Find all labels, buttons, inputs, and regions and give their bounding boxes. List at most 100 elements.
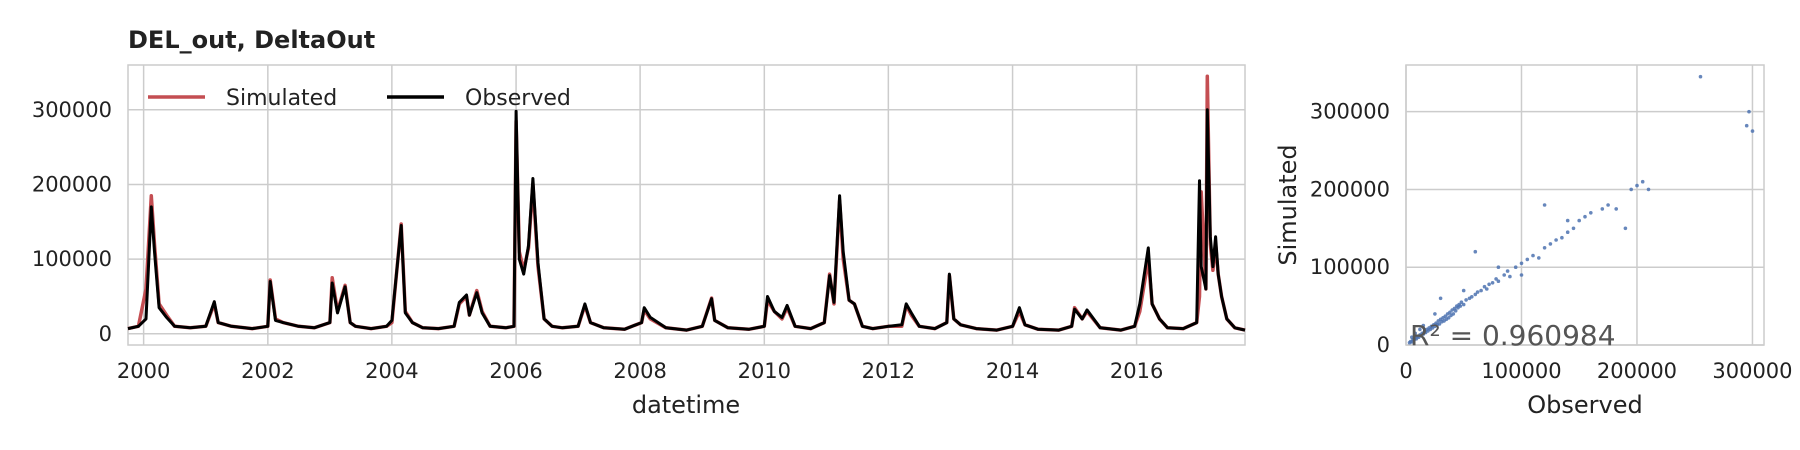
scatter-point [1571, 226, 1576, 231]
scatter-point [1490, 281, 1495, 285]
scatter-point [1461, 302, 1466, 307]
scatter-x-tick-label: 0 [1399, 359, 1412, 383]
scatter-y-tick-label: 0 [1377, 333, 1390, 357]
scatter-point [1475, 290, 1480, 294]
scatter-point [1459, 300, 1464, 305]
scatter-point [1606, 203, 1610, 207]
scatter-point [1519, 273, 1524, 277]
scatter-point [1458, 304, 1463, 308]
scatter-point [1525, 257, 1530, 262]
scatter-point [1496, 265, 1501, 270]
scatter-points [1407, 74, 1755, 345]
scatter-point [1418, 327, 1422, 332]
scatter-x-tick-label: 300000 [1712, 359, 1792, 383]
scatter-point [1433, 312, 1437, 316]
scatter-y-label: Simulated [1274, 144, 1302, 265]
scatter-point [1446, 316, 1451, 320]
scatter-point [1583, 214, 1587, 219]
scatter-point [1629, 187, 1633, 192]
timeseries-x-tick-label: 2000 [117, 359, 170, 383]
timeseries-x-label: datetime [632, 391, 740, 419]
scatter-point [1623, 226, 1628, 231]
scatter-y-tick-label: 200000 [1310, 177, 1390, 201]
scatter-point [1487, 282, 1491, 287]
scatter-point [1513, 265, 1518, 270]
scatter-point [1448, 310, 1452, 315]
scatter-point [1413, 331, 1417, 336]
scatter-point [1461, 288, 1466, 293]
scatter-point [1747, 109, 1751, 114]
scatter-point [1698, 74, 1703, 79]
scatter-point [1438, 296, 1443, 301]
scatter-point [1554, 238, 1558, 242]
timeseries-y-tick-label: 0 [99, 322, 112, 346]
scatter-point [1537, 256, 1541, 260]
timeseries-y-tick-label: 300000 [32, 98, 112, 122]
timeseries-x-tick-label: 2004 [365, 359, 418, 383]
scatter-point [1589, 211, 1593, 215]
scatter-point [1635, 183, 1639, 188]
scatter-point [1548, 242, 1553, 246]
timeseries-chart: DEL_out, DeltaOut 2000 2002 2004 2006 2008 20… [32, 26, 1246, 419]
scatter-point [1565, 230, 1570, 234]
scatter-point [1646, 187, 1651, 192]
scatter-point [1744, 123, 1749, 128]
scatter-point [1502, 273, 1506, 277]
scatter-point [1443, 314, 1448, 319]
scatter-x-label: Observed [1527, 391, 1642, 419]
timeseries-y-ticks: 0 100000 200000 300000 [32, 98, 112, 346]
chart-title: DEL_out, DeltaOut [128, 26, 375, 54]
scatter-point [1496, 279, 1501, 284]
timeseries-y-tick-label: 100000 [32, 247, 112, 271]
timeseries-grid [128, 65, 1245, 345]
timeseries-x-tick-label: 2008 [613, 359, 666, 383]
scatter-point [1470, 295, 1474, 299]
scatter-point [1421, 323, 1426, 328]
scatter-point [1542, 203, 1547, 207]
timeseries-x-tick-label: 2002 [241, 359, 294, 383]
scatter-point [1451, 312, 1456, 316]
scatter-point [1508, 274, 1512, 279]
scatter-point [1519, 261, 1524, 266]
scatter-point [1531, 253, 1535, 258]
legend-label-observed: Observed [465, 86, 571, 111]
scatter-x-tick-label: 200000 [1597, 359, 1677, 383]
timeseries-series [127, 74, 1246, 332]
scatter-point [1750, 129, 1755, 133]
scatter-point [1453, 309, 1458, 313]
scatter-point [1542, 246, 1547, 250]
timeseries-x-ticks: 2000 2002 2004 2006 2008 2010 2012 2014 2016 [117, 359, 1163, 383]
timeseries-x-tick-label: 2014 [986, 359, 1039, 383]
timeseries-x-tick-label: 2016 [1110, 359, 1163, 383]
timeseries-x-tick-label: 2010 [738, 359, 791, 383]
r-squared-annotation: R² = 0.960984 [1410, 319, 1616, 352]
scatter-point [1505, 269, 1510, 273]
scatter-point [1482, 284, 1487, 289]
legend: Simulated Observed [148, 86, 571, 111]
scatter-y-ticks: 0 100000 200000 300000 [1310, 100, 1390, 357]
timeseries-plot-area [127, 64, 1246, 346]
scatter-point [1485, 287, 1489, 291]
legend-label-simulated: Simulated [226, 86, 337, 111]
scatter-point [1479, 288, 1483, 293]
series-line-simulated [127, 74, 1246, 332]
scatter-point [1464, 298, 1468, 302]
scatter-point [1640, 179, 1645, 184]
timeseries-y-tick-label: 200000 [32, 172, 112, 196]
scatter-point [1473, 249, 1478, 254]
scatter-point [1577, 218, 1581, 223]
timeseries-x-tick-label: 2006 [489, 359, 542, 383]
scatter-x-tick-label: 100000 [1481, 359, 1561, 383]
scatter-point [1600, 207, 1605, 211]
scatter-y-tick-label: 100000 [1310, 255, 1390, 279]
scatter-point [1473, 292, 1478, 297]
scatter-point [1410, 335, 1414, 340]
scatter-point [1437, 322, 1442, 326]
timeseries-x-tick-label: 2012 [862, 359, 915, 383]
scatter-x-ticks: 0 100000 200000 300000 [1399, 359, 1792, 383]
scatter-chart: 0 100000 200000 300000 0100000200000300000 … [1274, 64, 1793, 419]
scatter-point [1614, 207, 1618, 211]
scatter-point [1565, 218, 1570, 223]
scatter-point [1494, 277, 1498, 281]
